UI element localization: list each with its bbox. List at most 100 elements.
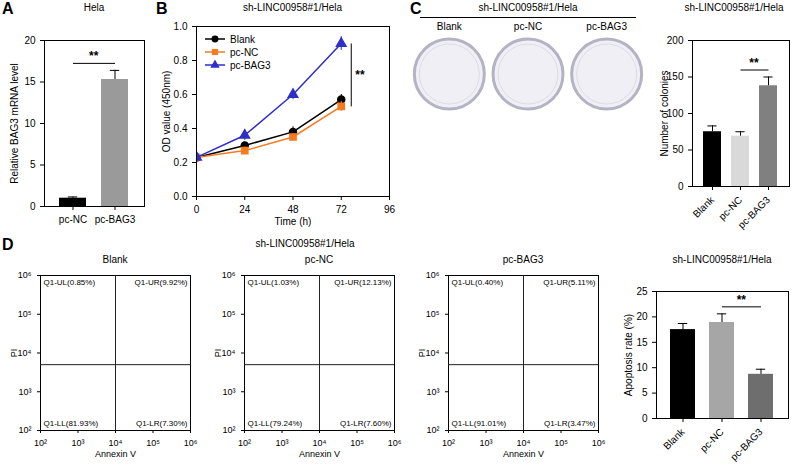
- svg-text:10²: 10²: [222, 425, 235, 435]
- svg-text:10⁴: 10⁴: [109, 438, 123, 448]
- svg-text:10⁶: 10⁶: [426, 270, 440, 280]
- svg-text:PI: PI: [213, 349, 223, 358]
- svg-text:0: 0: [678, 181, 684, 192]
- svg-text:pc-NC: pc-NC: [59, 214, 87, 225]
- svg-text:10⁶: 10⁶: [592, 438, 606, 448]
- svg-text:15: 15: [24, 76, 36, 87]
- svg-text:10²: 10²: [426, 425, 439, 435]
- svg-text:100: 100: [666, 107, 684, 119]
- svg-text:Q1-UR(5.11%): Q1-UR(5.11%): [543, 278, 596, 287]
- svg-text:15: 15: [636, 337, 648, 348]
- html-text:Hela: Hela: [83, 2, 105, 13]
- svg-text:0.2: 0.2: [174, 157, 188, 168]
- svg-text:Number of colonies: Number of colonies: [659, 70, 670, 156]
- svg-text:Time (h): Time (h): [275, 216, 312, 227]
- svg-text:20: 20: [636, 311, 648, 322]
- svg-text:20: 20: [24, 35, 36, 46]
- svg-text:0.4: 0.4: [174, 123, 188, 134]
- svg-text:Blank: Blank: [661, 426, 687, 452]
- svg-text:0.0: 0.0: [174, 191, 188, 202]
- svg-text:0.8: 0.8: [174, 55, 188, 66]
- svg-text:10: 10: [636, 362, 648, 373]
- svg-text:OD value (450nm): OD value (450nm): [161, 71, 172, 153]
- svg-text:0: 0: [194, 204, 200, 215]
- html-text:Blank: Blank: [230, 33, 255, 45]
- svg-text:**: **: [89, 49, 99, 63]
- svg-text:Relative BAG3 mRNA level: Relative BAG3 mRNA level: [9, 63, 20, 184]
- svg-text:Q1-LR(7.30%): Q1-LR(7.30%): [136, 419, 188, 428]
- svg-text:Q1-LL(91.01%): Q1-LL(91.01%): [452, 419, 507, 428]
- html-text:A: A: [2, 0, 14, 17]
- html-text:D: D: [2, 236, 14, 253]
- svg-text:5: 5: [30, 159, 36, 170]
- svg-text:10⁶: 10⁶: [222, 270, 236, 280]
- html-text:B: B: [156, 0, 168, 17]
- svg-text:pc-NC: pc-NC: [698, 426, 726, 454]
- svg-text:10⁴: 10⁴: [313, 438, 327, 448]
- html-text:C: C: [410, 0, 422, 17]
- svg-text:200: 200: [667, 35, 684, 46]
- svg-text:10⁵: 10⁵: [350, 438, 364, 448]
- svg-text:10⁴: 10⁴: [517, 438, 531, 448]
- svg-text:**: **: [749, 56, 759, 70]
- svg-text:Q1-UR(12.13%): Q1-UR(12.13%): [334, 278, 392, 287]
- svg-text:pc-NC: pc-NC: [716, 194, 745, 222]
- svg-text:Q1-LL(79.24%): Q1-LL(79.24%): [248, 419, 303, 428]
- svg-text:10⁵: 10⁵: [222, 309, 236, 319]
- svg-text:50: 50: [672, 144, 684, 155]
- svg-text:10⁴: 10⁴: [18, 348, 32, 358]
- svg-text:1.0: 1.0: [174, 21, 188, 32]
- svg-text:10⁶: 10⁶: [18, 270, 32, 280]
- svg-text:**: **: [737, 293, 747, 307]
- svg-text:Q1-UL(1.03%): Q1-UL(1.03%): [248, 278, 300, 287]
- svg-text:25: 25: [636, 286, 648, 297]
- svg-text:10³: 10³: [18, 387, 31, 397]
- svg-text:**: **: [355, 68, 365, 82]
- svg-text:10⁵: 10⁵: [146, 438, 160, 448]
- svg-text:48: 48: [287, 204, 299, 215]
- svg-text:Annexin V: Annexin V: [503, 449, 544, 459]
- svg-text:10³: 10³: [479, 438, 492, 448]
- svg-text:10³: 10³: [275, 438, 288, 448]
- html-text:pc-NC: pc-NC: [230, 46, 259, 58]
- svg-text:pc-BAG3: pc-BAG3: [736, 194, 773, 230]
- svg-text:10²: 10²: [238, 438, 251, 448]
- svg-text:150: 150: [666, 71, 684, 83]
- svg-text:pc-BAG3: pc-BAG3: [728, 426, 765, 462]
- svg-text:Blank: Blank: [691, 194, 717, 220]
- svg-text:Q1-UL(0.40%): Q1-UL(0.40%): [452, 278, 504, 287]
- svg-text:Q1-LR(3.47%): Q1-LR(3.47%): [544, 419, 596, 428]
- svg-text:10⁵: 10⁵: [18, 309, 32, 319]
- svg-text:10⁶: 10⁶: [184, 438, 198, 448]
- svg-text:0: 0: [30, 201, 36, 212]
- svg-text:Q1-LR(7.60%): Q1-LR(7.60%): [340, 419, 392, 428]
- svg-text:72: 72: [336, 204, 348, 215]
- svg-text:Q1-LL(81.93%): Q1-LL(81.93%): [44, 419, 99, 428]
- svg-text:10⁵: 10⁵: [554, 438, 568, 448]
- svg-text:5: 5: [642, 387, 648, 398]
- svg-text:24: 24: [239, 204, 251, 215]
- svg-text:PI: PI: [9, 349, 19, 358]
- svg-text:96: 96: [384, 204, 396, 215]
- svg-text:10⁴: 10⁴: [222, 348, 236, 358]
- svg-text:10⁶: 10⁶: [388, 438, 402, 448]
- svg-text:10⁴: 10⁴: [426, 348, 440, 358]
- svg-text:10³: 10³: [222, 387, 235, 397]
- svg-text:Annexin V: Annexin V: [299, 449, 340, 459]
- svg-text:Apoptosis rate (%): Apoptosis rate (%): [623, 314, 634, 396]
- svg-text:0: 0: [642, 413, 648, 424]
- html-text:pc-BAG3: pc-BAG3: [230, 59, 271, 71]
- svg-text:10²: 10²: [34, 438, 47, 448]
- svg-text:10³: 10³: [71, 438, 84, 448]
- svg-text:10²: 10²: [442, 438, 455, 448]
- svg-text:0.6: 0.6: [174, 89, 188, 100]
- svg-text:10⁵: 10⁵: [426, 309, 440, 319]
- svg-text:pc-BAG3: pc-BAG3: [95, 214, 136, 225]
- svg-text:10: 10: [24, 118, 36, 129]
- svg-text:Q1-UR(9.92%): Q1-UR(9.92%): [135, 278, 188, 287]
- svg-text:Q1-UL(0.85%): Q1-UL(0.85%): [44, 278, 96, 287]
- svg-text:10³: 10³: [426, 387, 439, 397]
- svg-text:10²: 10²: [18, 425, 31, 435]
- svg-text:PI: PI: [417, 349, 427, 358]
- svg-text:Annexin V: Annexin V: [95, 449, 136, 459]
